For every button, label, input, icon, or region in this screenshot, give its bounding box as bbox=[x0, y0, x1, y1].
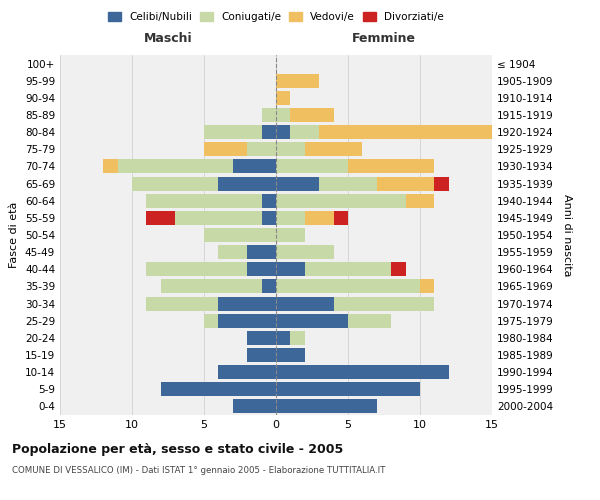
Bar bbox=[218, 296, 276, 310]
Bar bbox=[290, 125, 319, 139]
Bar bbox=[262, 194, 276, 207]
Bar bbox=[276, 382, 420, 396]
Bar bbox=[247, 142, 276, 156]
Bar bbox=[204, 228, 276, 242]
Text: Popolazione per età, sesso e stato civile - 2005: Popolazione per età, sesso e stato civil… bbox=[12, 442, 343, 456]
Bar bbox=[161, 280, 262, 293]
Bar bbox=[276, 142, 305, 156]
Bar bbox=[319, 125, 506, 139]
Text: Femmine: Femmine bbox=[352, 32, 416, 44]
Bar bbox=[276, 108, 290, 122]
Bar bbox=[146, 296, 218, 310]
Bar bbox=[391, 262, 406, 276]
Bar bbox=[406, 194, 434, 207]
Bar bbox=[247, 245, 276, 259]
Bar bbox=[262, 211, 276, 225]
Bar bbox=[348, 314, 391, 328]
Bar bbox=[377, 176, 434, 190]
Bar bbox=[305, 142, 362, 156]
Bar bbox=[262, 125, 276, 139]
Bar bbox=[175, 211, 262, 225]
Bar bbox=[218, 245, 247, 259]
Bar bbox=[146, 194, 262, 207]
Bar bbox=[276, 348, 305, 362]
Text: COMUNE DI VESSALICO (IM) - Dati ISTAT 1° gennaio 2005 - Elaborazione TUTTITALIA.: COMUNE DI VESSALICO (IM) - Dati ISTAT 1°… bbox=[12, 466, 385, 475]
Bar bbox=[233, 400, 276, 413]
Bar bbox=[276, 280, 420, 293]
Bar bbox=[276, 211, 305, 225]
Y-axis label: Fasce di età: Fasce di età bbox=[10, 202, 19, 268]
Bar bbox=[334, 211, 348, 225]
Bar bbox=[276, 400, 377, 413]
Legend: Celibi/Nubili, Coniugati/e, Vedovi/e, Divorziati/e: Celibi/Nubili, Coniugati/e, Vedovi/e, Di… bbox=[104, 8, 448, 26]
Bar bbox=[218, 176, 276, 190]
Bar bbox=[146, 211, 175, 225]
Bar bbox=[262, 280, 276, 293]
Bar bbox=[218, 365, 276, 379]
Bar bbox=[276, 125, 290, 139]
Bar bbox=[290, 331, 305, 345]
Bar bbox=[204, 125, 262, 139]
Bar bbox=[146, 262, 247, 276]
Bar bbox=[319, 176, 377, 190]
Bar bbox=[132, 176, 218, 190]
Bar bbox=[276, 314, 348, 328]
Bar bbox=[276, 245, 334, 259]
Bar bbox=[247, 331, 276, 345]
Bar bbox=[276, 365, 449, 379]
Bar bbox=[204, 142, 247, 156]
Bar bbox=[276, 194, 406, 207]
Bar bbox=[262, 108, 276, 122]
Bar bbox=[276, 228, 305, 242]
Bar bbox=[218, 314, 276, 328]
Bar bbox=[247, 348, 276, 362]
Bar bbox=[103, 160, 118, 173]
Text: Maschi: Maschi bbox=[143, 32, 193, 44]
Y-axis label: Anni di nascita: Anni di nascita bbox=[562, 194, 572, 276]
Bar bbox=[276, 262, 305, 276]
Bar bbox=[290, 108, 334, 122]
Bar bbox=[118, 160, 233, 173]
Bar bbox=[276, 91, 290, 105]
Bar bbox=[434, 176, 449, 190]
Bar bbox=[420, 280, 434, 293]
Bar bbox=[204, 314, 218, 328]
Bar bbox=[305, 262, 391, 276]
Bar bbox=[276, 74, 319, 88]
Bar bbox=[276, 331, 290, 345]
Bar bbox=[305, 211, 334, 225]
Bar bbox=[161, 382, 276, 396]
Bar bbox=[276, 160, 348, 173]
Bar bbox=[233, 160, 276, 173]
Bar bbox=[348, 160, 434, 173]
Bar bbox=[334, 296, 434, 310]
Bar bbox=[276, 176, 319, 190]
Bar bbox=[276, 296, 334, 310]
Bar bbox=[247, 262, 276, 276]
